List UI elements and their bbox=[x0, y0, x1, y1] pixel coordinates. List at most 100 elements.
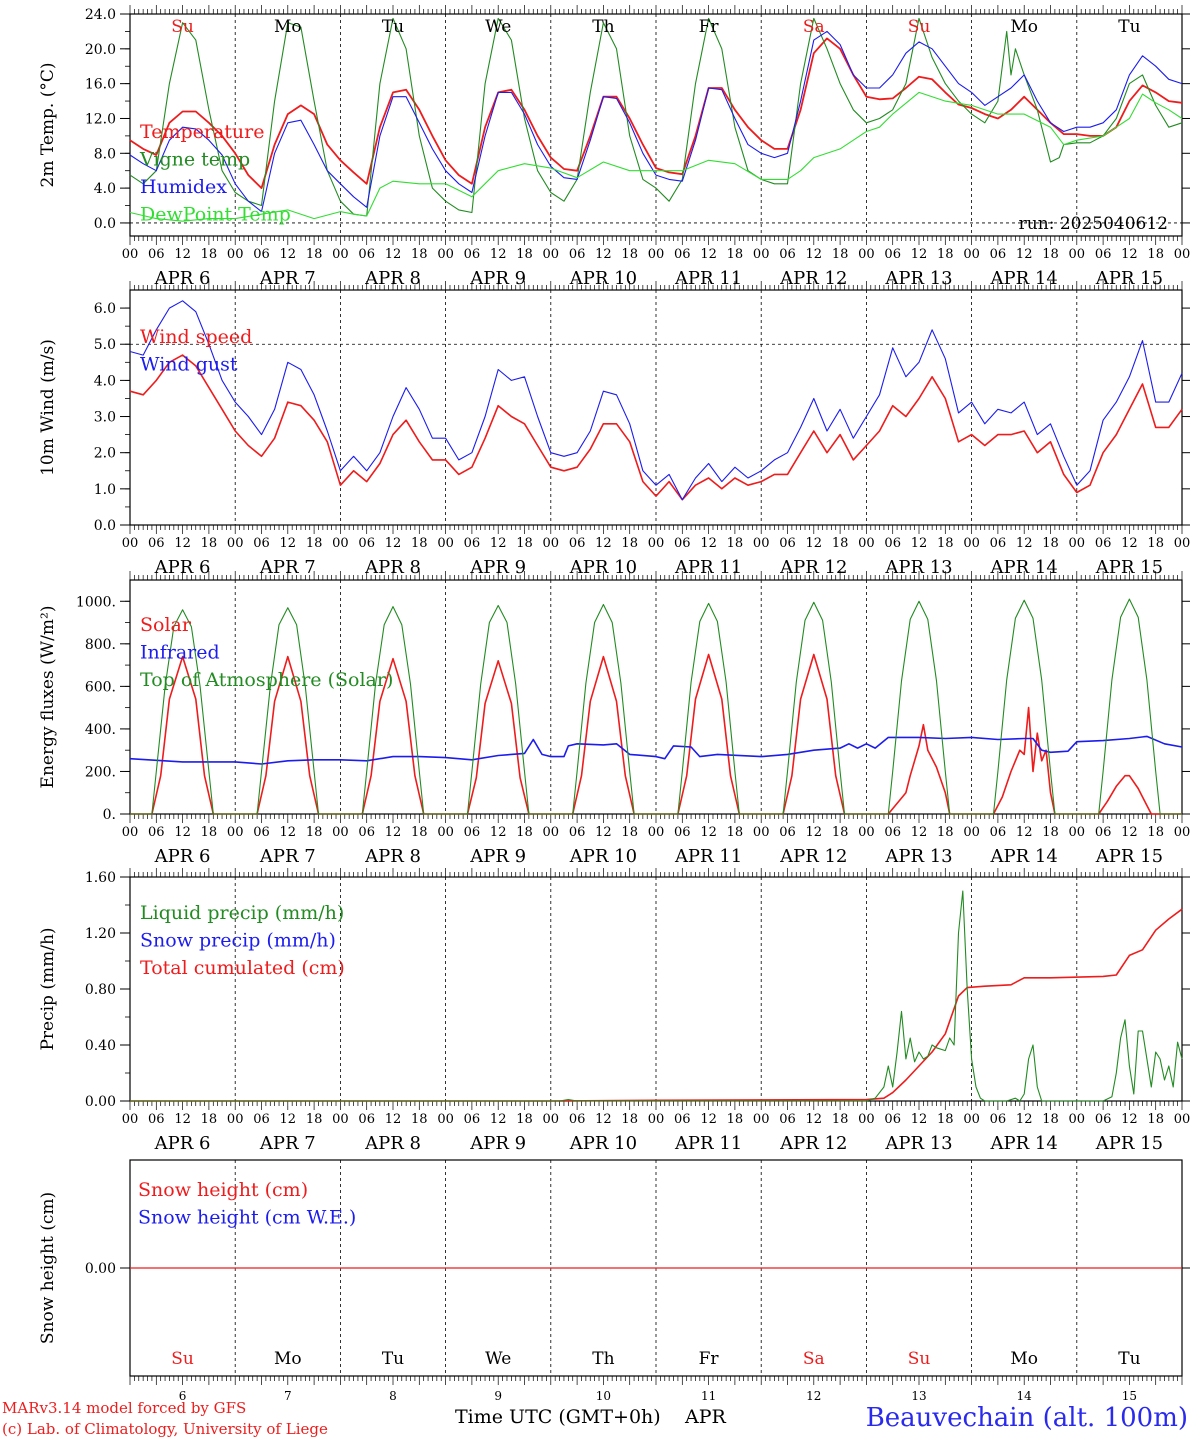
date-label: APR 6 bbox=[154, 1133, 211, 1154]
date-label: APR 8 bbox=[364, 1133, 421, 1154]
date-label: APR 12 bbox=[779, 1133, 847, 1154]
day-of-week-label: Su bbox=[171, 17, 194, 37]
hour-label: 18 bbox=[201, 247, 218, 262]
hour-label: 06 bbox=[674, 825, 691, 840]
y-axis-label: Precip (mm/h) bbox=[38, 927, 58, 1050]
day-of-week-label: Su bbox=[908, 17, 931, 37]
hour-label: 06 bbox=[148, 825, 165, 840]
legend-item: Infrared bbox=[140, 642, 220, 664]
y-tick-label: 16.0 bbox=[85, 77, 116, 93]
day-number-label: 11 bbox=[701, 1389, 716, 1403]
hour-label: 12 bbox=[700, 247, 717, 262]
date-label: APR 13 bbox=[884, 557, 952, 578]
hour-label: 00 bbox=[543, 825, 560, 840]
hour-label: 06 bbox=[148, 1112, 165, 1127]
hour-label: 00 bbox=[332, 825, 349, 840]
hour-label: 06 bbox=[990, 536, 1007, 551]
hour-label: 18 bbox=[621, 536, 638, 551]
hour-label: 12 bbox=[700, 536, 717, 551]
y-tick-label: 1.20 bbox=[85, 926, 116, 942]
legend-item: Top of Atmosphere (Solar) bbox=[140, 669, 393, 691]
hour-label: 12 bbox=[595, 1112, 612, 1127]
hour-label: 18 bbox=[727, 1112, 744, 1127]
hour-label: 18 bbox=[516, 825, 533, 840]
date-label: APR 15 bbox=[1095, 1133, 1163, 1154]
hour-label: 06 bbox=[779, 825, 796, 840]
hour-label: 12 bbox=[1121, 536, 1138, 551]
day-of-week-label: Fr bbox=[699, 17, 720, 37]
hour-label: 06 bbox=[990, 1112, 1007, 1127]
hour-label: 12 bbox=[490, 1112, 507, 1127]
legend-item: Wind gust bbox=[140, 354, 238, 376]
precipitation-panel: 1.60 1.20 0.80 0.40 0.00 Precip (mm/h) Liquid … bbox=[38, 868, 1190, 1154]
day-of-week-label: Tu bbox=[1118, 17, 1140, 37]
hour-label: 00 bbox=[753, 536, 770, 551]
hour-label: 06 bbox=[464, 247, 481, 262]
hour-label: 18 bbox=[516, 536, 533, 551]
legend-item: Vigne temp bbox=[139, 149, 250, 171]
hour-label: 18 bbox=[727, 825, 744, 840]
hour-label: 18 bbox=[306, 1112, 323, 1127]
date-label: APR 9 bbox=[469, 268, 526, 289]
hour-label: 06 bbox=[148, 536, 165, 551]
wind-panel: 6.0 5.0 4.0 3.0 2.0 1.0 0.0 10m Wind (m/s) Wind … bbox=[38, 281, 1190, 578]
hour-label: 00 bbox=[332, 1112, 349, 1127]
hour-label: 00 bbox=[1069, 1112, 1086, 1127]
date-label: APR 11 bbox=[674, 557, 742, 578]
hour-label: 12 bbox=[490, 825, 507, 840]
hour-label: 00 bbox=[1069, 825, 1086, 840]
hour-label: 06 bbox=[253, 1112, 270, 1127]
day-number-label: 13 bbox=[911, 1389, 926, 1403]
legend-item: Wind speed bbox=[140, 326, 252, 348]
y-tick-label: 1.60 bbox=[85, 870, 116, 886]
y-tick-label: 1.0 bbox=[94, 482, 116, 498]
hour-label: 12 bbox=[174, 1112, 191, 1127]
footer: MARv3.14 model forced by GFS (c) Lab. of… bbox=[2, 1399, 1188, 1438]
date-label: APR 13 bbox=[884, 846, 952, 867]
day-of-week-label: Sa bbox=[803, 17, 825, 37]
hour-label: 18 bbox=[832, 1112, 849, 1127]
hour-label: 00 bbox=[437, 1112, 454, 1127]
hour-label: 12 bbox=[595, 536, 612, 551]
hour-label: 18 bbox=[516, 1112, 533, 1127]
day-of-week-label: Mo bbox=[274, 1349, 302, 1369]
series-solar bbox=[130, 653, 1182, 815]
hour-label: 18 bbox=[201, 536, 218, 551]
hour-label: 18 bbox=[621, 247, 638, 262]
series-humidex bbox=[129, 30, 1183, 213]
day-of-week-label: Mo bbox=[1010, 17, 1038, 37]
hour-label: 06 bbox=[569, 247, 586, 262]
hour-label: 00 bbox=[648, 825, 665, 840]
legend-item: Snow height (cm W.E.) bbox=[138, 1207, 356, 1229]
hour-label: 06 bbox=[674, 536, 691, 551]
hour-label: 18 bbox=[201, 825, 218, 840]
day-of-week-label: Mo bbox=[274, 17, 302, 37]
y-tick-label: 0. bbox=[103, 807, 116, 823]
hour-label: 06 bbox=[779, 247, 796, 262]
hour-label: 06 bbox=[674, 247, 691, 262]
run-annotation: run: 2025040612 bbox=[1019, 214, 1168, 234]
date-label: APR 7 bbox=[259, 846, 316, 867]
y-tick-label: 0.0 bbox=[94, 518, 116, 534]
y-tick-label: 8.0 bbox=[94, 146, 116, 162]
hour-label: 06 bbox=[358, 247, 375, 262]
day-number-label: 8 bbox=[389, 1389, 397, 1403]
hour-label: 18 bbox=[727, 247, 744, 262]
y-tick-label: 5.0 bbox=[94, 337, 116, 353]
hour-label: 00 bbox=[963, 825, 980, 840]
hour-label: 00 bbox=[227, 1112, 244, 1127]
model-credit: MARv3.14 model forced by GFS bbox=[2, 1399, 246, 1417]
hour-label: 18 bbox=[621, 1112, 638, 1127]
date-label: APR 13 bbox=[884, 1133, 952, 1154]
hour-label: 12 bbox=[280, 247, 297, 262]
y-tick-label: 600. bbox=[85, 679, 116, 695]
hour-label: 00 bbox=[753, 1112, 770, 1127]
hour-label: 00 bbox=[858, 825, 875, 840]
legend-item: Temperature bbox=[140, 121, 264, 143]
hour-label: 06 bbox=[464, 536, 481, 551]
series-top-of-atmosphere-solar- bbox=[130, 598, 1182, 815]
hour-label: 06 bbox=[358, 536, 375, 551]
hour-label: 00 bbox=[122, 825, 139, 840]
hour-label: 06 bbox=[464, 825, 481, 840]
hour-label: 00 bbox=[122, 247, 139, 262]
